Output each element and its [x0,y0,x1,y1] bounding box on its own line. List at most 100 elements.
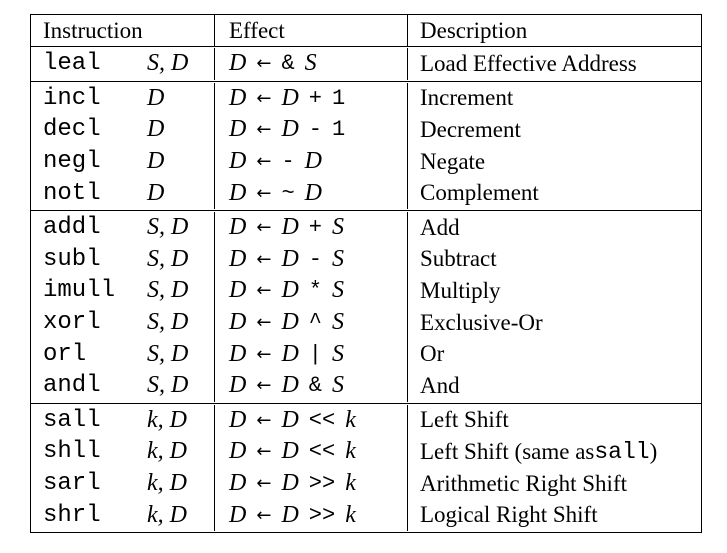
effect-dest: D [229,50,247,77]
effect-dest: D [229,245,247,272]
description-cell: Decrement [407,114,701,146]
table-header: Instruction Effect Description [31,15,701,47]
operands: D [147,148,165,175]
effect-term: S [331,340,344,367]
assign-arrow-icon: ← [256,151,272,173]
effect-dest: D [229,438,247,465]
table-row: sall k, D D ← D << k Left Shift [31,404,701,437]
opcode: imull [43,277,116,305]
effect-term: D [304,179,322,206]
effect-cell: D ← D * S [214,275,407,307]
assign-arrow-icon: ← [256,343,272,365]
row-group: addl S, D D ← D + S Add subl S, D D ← D - S Subtract imu… [31,211,701,404]
effect-dest: D [229,340,247,367]
assign-arrow-icon: ← [256,248,272,270]
opcode: orl [43,340,87,368]
table-row: sarl k, D D ← D >> k Arithmetic Right Shift [31,467,701,500]
description-text: Decrement [420,116,521,142]
header-instruction-label: Instruction [43,17,143,43]
description-cell: Left Shift (same as sall) [407,436,701,468]
assign-arrow-icon: ← [256,312,272,334]
effect-dest: D [229,148,247,175]
description-text: Load Effective Address [420,50,637,76]
table-row: addl S, D D ← D + S Add [31,211,701,244]
instruction-cell: andl S, D [31,370,214,402]
table-row: imull S, D D ← D * S Multiply [31,275,701,307]
effect-operand: D [281,214,299,241]
instruction-cell: xorl S, D [31,307,214,339]
effect-term: 1 [331,85,346,111]
effect-term: S [331,372,344,399]
effect-cell: D ← ~ D [214,177,407,209]
instruction-cell: shll k, D [31,436,214,468]
header-description-label: Description [420,17,528,43]
opcode: andl [43,372,101,400]
opcode: addl [43,214,101,242]
table-row: subl S, D D ← D - S Subtract [31,243,701,276]
operands: D [147,84,165,111]
header-effect: Effect [214,15,407,46]
header-effect-label: Effect [229,17,285,43]
effect-operand: D [281,84,299,111]
table-row: leal S, D D ← & S Load Effective Address [31,48,701,80]
effect-operator: ~ [281,180,295,206]
description-text: Left Shift (same as [420,438,595,464]
assign-arrow-icon: ← [256,182,272,204]
opcode: subl [43,245,101,273]
instruction-cell: incl D [31,83,214,115]
assign-arrow-icon: ← [256,409,272,431]
effect-dest: D [229,214,247,241]
effect-dest: D [229,179,247,206]
opcode: negl [43,148,101,176]
assign-arrow-icon: ← [256,119,272,141]
instruction-cell: decl D [31,114,214,146]
effect-operand: D [281,470,299,497]
effect-operator: - [281,149,295,175]
description-code: sall [594,438,650,465]
effect-dest: D [229,470,247,497]
assign-arrow-icon: ← [256,87,272,109]
row-group: sall k, D D ← D << k Left Shift shll k, D D ← D << k Le… [31,404,701,532]
opcode: decl [43,116,101,144]
effect-cell: D ← D << k [214,436,407,468]
table-row: notl D D ← ~ D Complement [31,177,701,209]
effect-term: S [331,309,344,336]
row-group: incl D D ← D +1 Increment decl D D ← D -1 Decrement ne… [31,82,701,211]
effect-term: + [308,85,322,111]
description-text: Logical Right Shift [420,502,598,528]
effect-cell: D ← D >> k [214,467,407,500]
opcode: notl [43,179,101,207]
table-row: shll k, D D ← D << k Left Shift (same as sall) [31,436,701,468]
effect-term: k [345,406,356,433]
effect-term: S [304,50,317,77]
row-group: leal S, D D ← & S Load Effective Address [31,47,701,82]
effect-term: k [345,501,356,528]
opcode: sall [43,406,101,434]
instruction-cell: shrl k, D [31,499,214,531]
effect-term: D [304,148,322,175]
opcode: shll [43,438,101,466]
effect-cell: D ← D & S [214,369,407,402]
instruction-cell: subl S, D [31,244,214,276]
opcode: xorl [43,309,101,337]
effect-term: * [308,278,322,304]
operands: S, D [147,214,189,241]
description-text: Subtract [420,246,497,272]
effect-operator: & [281,51,295,77]
table-body: leal S, D D ← & S Load Effective Address incl D D… [31,47,701,532]
table-row: negl D D ← - D Negate [31,145,701,178]
effect-term: << [308,439,336,465]
operands: S, D [147,372,189,399]
description-text: Left Shift [420,407,509,433]
description-cell: Left Shift [407,404,701,437]
assign-arrow-icon: ← [256,504,272,526]
effect-dest: D [229,84,247,111]
operands: S, D [147,245,189,272]
effect-operand: D [281,501,299,528]
operands: D [147,116,165,143]
instruction-cell: sarl k, D [31,468,214,500]
instruction-cell: imull S, D [31,275,214,307]
effect-term: ^ [308,310,322,336]
effect-term: - [308,117,322,143]
effect-operand: D [281,245,299,272]
